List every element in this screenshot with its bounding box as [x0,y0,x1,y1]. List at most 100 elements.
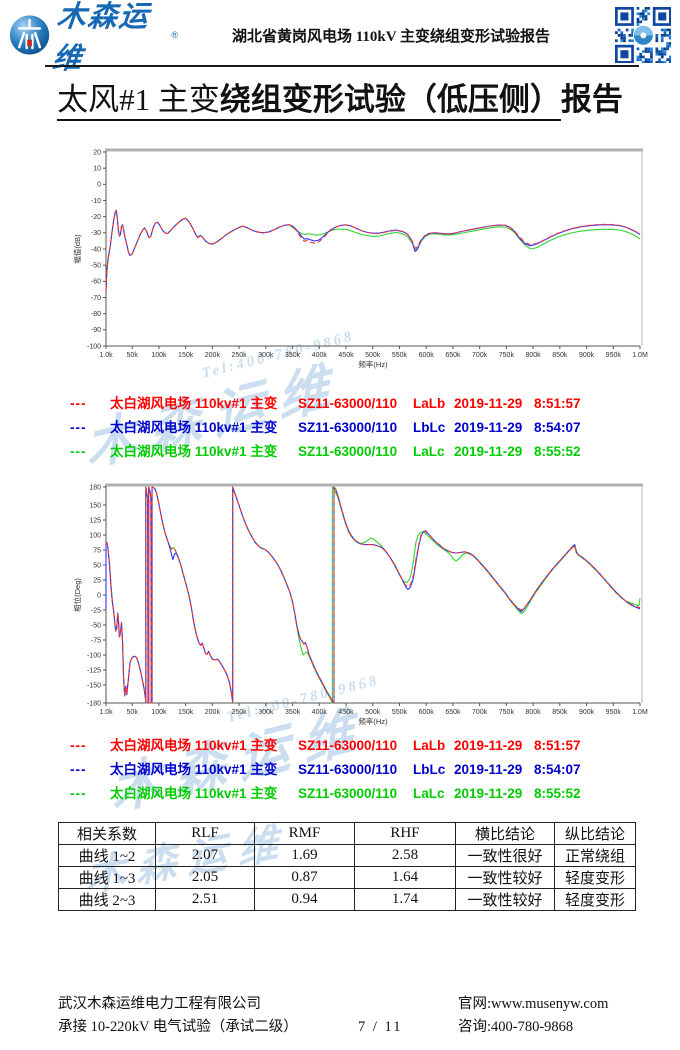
legend-row-LbLc: --- 太白湖风电场 110kv#1 主变 SZ11-63000/110 LbLc 20… [70,758,615,782]
series-LaLc-8:55:52 [105,209,641,292]
svg-text:相位(Deg): 相位(Deg) [72,578,82,612]
table-cell: 曲线 1~3 [58,866,156,889]
legend-station: 太白湖风电场 110kv#1 主变 [110,396,278,411]
table-cell: 1.69 [254,844,355,867]
svg-text:150k: 150k [178,709,194,716]
registered-mark: ® [171,30,178,40]
legend-phase: LaLc [413,786,445,801]
table-cell: 1.74 [354,888,456,911]
series-LbLc-8:54:07 [105,209,641,292]
report-header-title: 湖北省黄岗风电场 110kV 主变绕组变形试验报告 [231,28,551,45]
svg-text:频率(Hz): 频率(Hz) [358,716,388,726]
svg-text:25: 25 [93,577,101,584]
svg-text:-180: -180 [87,700,101,707]
legend-time: 8:51:57 [534,396,581,411]
svg-text:-25: -25 [91,607,101,614]
legend-time: 8:55:52 [534,786,581,801]
svg-text:600k: 600k [419,709,435,716]
svg-text:-20: -20 [91,214,101,221]
svg-text:-75: -75 [91,637,101,644]
svg-text:1.0M: 1.0M [632,709,648,716]
report-header: 木森运维 ® 湖北省黄岗风电场 110kV 主变绕组变形试验报告 [8,1,672,75]
svg-text:1.0M: 1.0M [632,352,648,359]
svg-text:0: 0 [97,182,101,189]
legend-model: SZ11-63000/110 [298,762,398,777]
legend-date: 2019-11-29 [454,420,523,435]
legend-dash: --- [70,444,87,459]
legend-dash: --- [70,786,87,801]
amplitude-legend: --- 太白湖风电场 110kv#1 主变 SZ11-63000/110 LaLb 20… [70,392,615,464]
table-row: 曲线 2~3 2.51 0.94 1.74 一致性较好 轻度变形 [58,888,636,911]
svg-text:125: 125 [89,517,101,524]
legend-phase: LaLc [413,444,445,459]
svg-text:-50: -50 [91,263,101,270]
phase-legend: --- 太白湖风电场 110kv#1 主变 SZ11-63000/110 LaLb 20… [70,734,615,806]
svg-text:450k: 450k [338,352,354,359]
amplitude-chart-svg: 20 10 0 -10 -20 -30 -40 -50 -60 -70 -80 -90 -100 1.0k… [72,148,648,369]
table-header-row: 相关系数 RLF RMF RHF 横比结论 纵比结论 [58,822,636,845]
table-row: 曲线 1~3 2.05 0.87 1.64 一致性较好 轻度变形 [58,866,636,889]
phase-chart: 180 150 125 100 75 50 25 0 -25 -50 -75 -100 -125 -150… [62,479,658,731]
svg-text:850k: 850k [552,709,568,716]
svg-text:-70: -70 [91,295,101,302]
svg-text:750k: 750k [499,709,515,716]
table-cell: 轻度变形 [554,866,636,889]
svg-text:10: 10 [93,166,101,173]
svg-text:150k: 150k [178,352,194,359]
svg-text:950k: 950k [606,709,622,716]
correlation-table: 相关系数 RLF RMF RHF 横比结论 纵比结论 曲线 1~2 2.07 1.69 2.58… [58,822,636,911]
svg-text:1.0k: 1.0k [99,352,113,359]
legend-date: 2019-11-29 [454,738,523,753]
svg-text:400k: 400k [312,709,328,716]
legend-date: 2019-11-29 [454,396,523,411]
svg-text:350k: 350k [285,352,301,359]
legend-model: SZ11-63000/110 [298,444,398,459]
table-header-cell: 横比结论 [455,822,555,845]
footer-company: 武汉木森运维电力工程有限公司 [58,996,261,1012]
qr-code [614,6,672,64]
svg-text:250k: 250k [232,352,248,359]
legend-time: 8:54:07 [534,762,581,777]
svg-text:350k: 350k [285,709,301,716]
svg-text:-125: -125 [87,667,101,674]
legend-station: 太白湖风电场 110kv#1 主变 [110,762,278,777]
legend-station: 太白湖风电场 110kv#1 主变 [110,420,278,435]
svg-text:500k: 500k [365,709,381,716]
legend-model: SZ11-63000/110 [298,738,398,753]
footer-phone: 咨询:400-780-9868 [458,1019,574,1035]
series-LaLb-8:51:57 [105,209,641,292]
legend-time: 8:54:07 [534,420,581,435]
page-title: 太风#1 主变绕组变形试验（低压侧）报告 [0,78,680,122]
table-cell: 0.94 [254,888,355,911]
svg-text:650k: 650k [445,352,461,359]
series-LaLc-8:55:52 [105,486,641,704]
svg-text:-100: -100 [87,343,101,350]
table-cell: 1.64 [354,866,456,889]
table-cell: 一致性较好 [455,888,555,911]
svg-text:-40: -40 [91,246,101,253]
svg-text:180: 180 [89,484,101,491]
svg-text:650k: 650k [445,709,461,716]
svg-text:300k: 300k [258,709,274,716]
logo-mark-icon [9,15,50,55]
table-cell: 2.51 [155,888,255,911]
legend-time: 8:51:57 [534,738,581,753]
svg-text:-60: -60 [91,279,101,286]
table-cell: 正常绕组 [554,844,636,867]
svg-text:100: 100 [89,532,101,539]
svg-text:幅值(dB): 幅值(dB) [72,234,82,264]
legend-phase: LaLb [413,396,446,411]
series-LaLb-8:51:57 [105,486,641,704]
page-title-part2: 绕组变形试验（低压侧） [219,82,561,117]
table-header-cell: RMF [254,822,355,845]
table-header-cell: RLF [155,822,255,845]
svg-text:-10: -10 [91,198,101,205]
legend-model: SZ11-63000/110 [298,420,398,435]
svg-text:50k: 50k [127,709,139,716]
table-cell: 2.07 [155,844,255,867]
legend-row-LaLb: --- 太白湖风电场 110kv#1 主变 SZ11-63000/110 LaLb 20… [70,734,615,758]
table-row: 曲线 1~2 2.07 1.69 2.58 一致性很好 正常绕组 [58,844,636,867]
legend-date: 2019-11-29 [454,786,523,801]
table-header-cell: 纵比结论 [554,822,636,845]
